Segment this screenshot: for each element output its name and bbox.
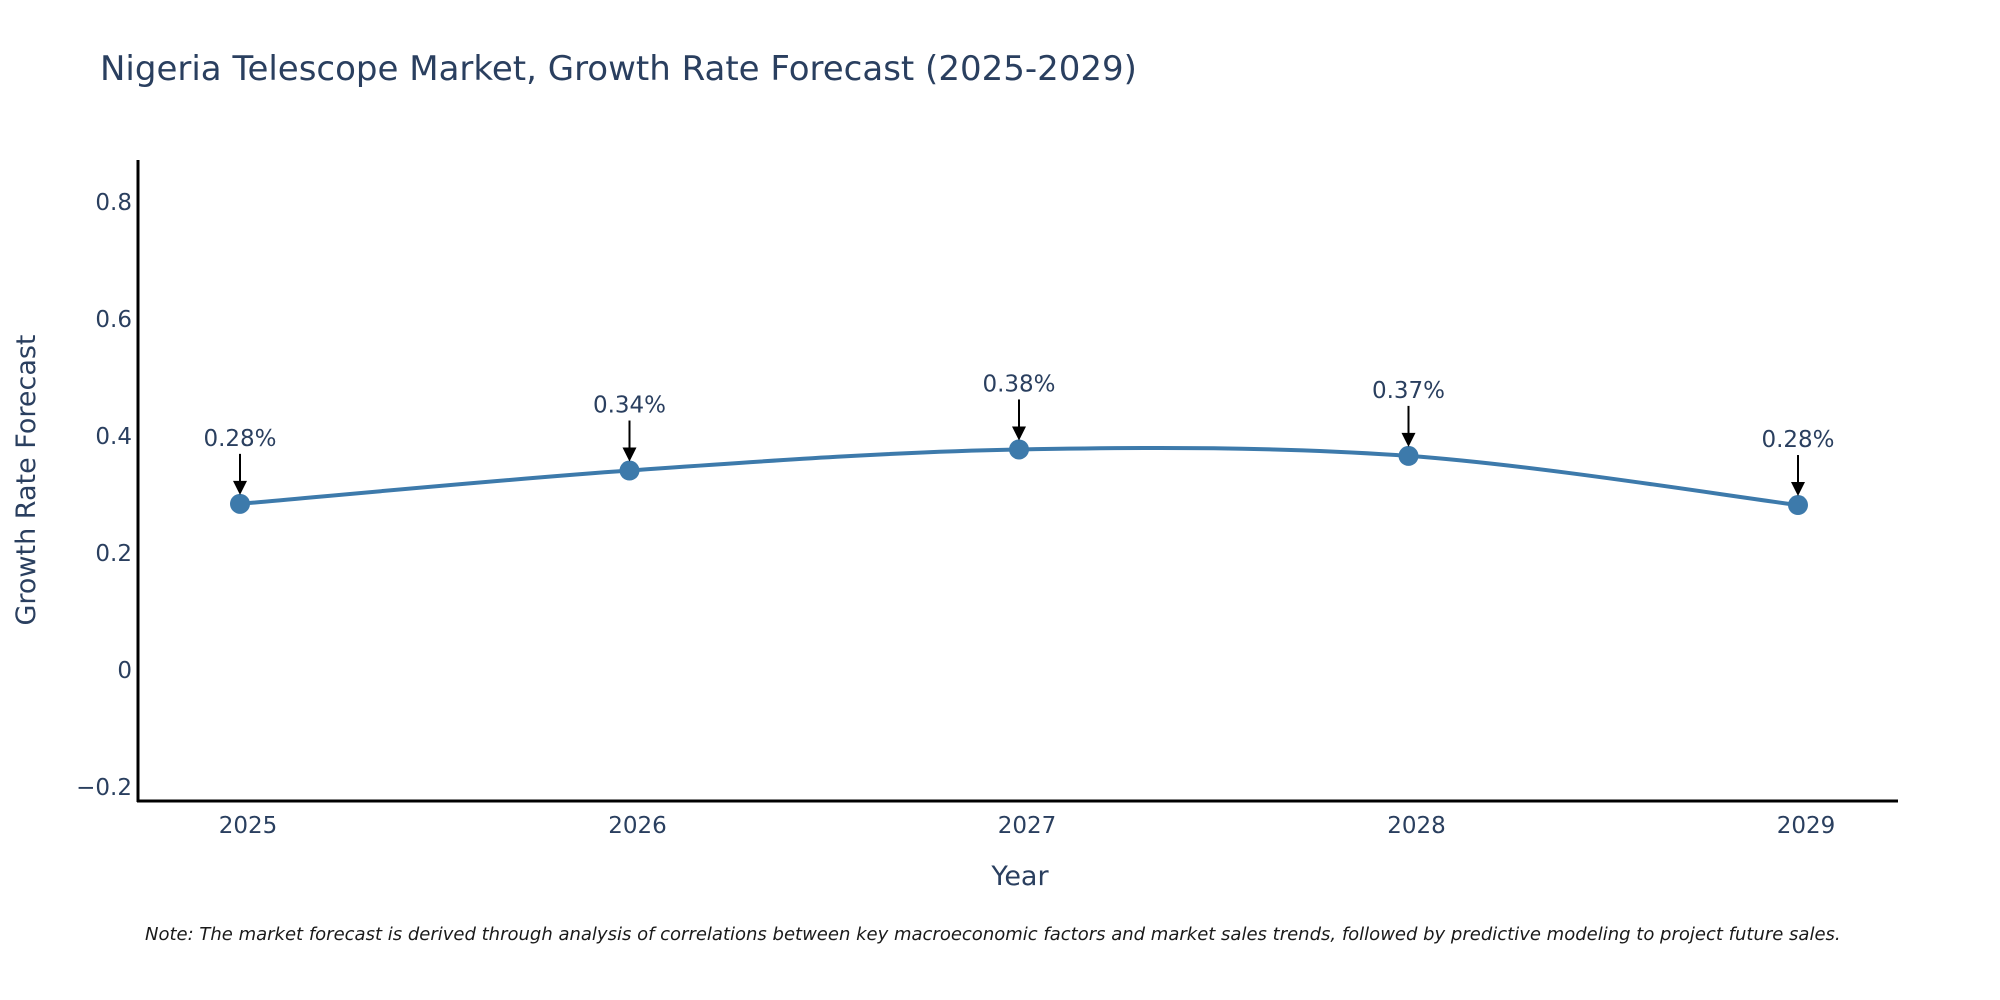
- data-point: [619, 460, 640, 481]
- annotation-arrowhead: [1791, 482, 1805, 497]
- data-label: 0.34%: [593, 393, 666, 419]
- y-tick-label: 0.4: [95, 424, 132, 450]
- footnote: Note: The market forecast is derived thr…: [145, 924, 1841, 945]
- x-tick-label: 2028: [1387, 813, 1446, 839]
- y-axis-title: Growth Rate Forecast: [11, 334, 42, 625]
- x-tick-label: 2026: [608, 813, 667, 839]
- annotation-arrowhead: [1012, 426, 1026, 441]
- data-label: 0.37%: [1372, 378, 1445, 404]
- data-point: [1009, 439, 1029, 460]
- annotation-arrowhead: [622, 447, 637, 462]
- data-point: [230, 493, 250, 514]
- y-tick-label: −0.2: [76, 775, 132, 801]
- data-point: [1398, 445, 1419, 466]
- data-label: 0.28%: [203, 426, 276, 452]
- x-tick-label: 2025: [219, 813, 278, 839]
- x-tick-label: 2029: [1777, 813, 1836, 839]
- data-label: 0.38%: [982, 371, 1055, 397]
- y-tick-label: 0.6: [95, 307, 132, 333]
- x-tick-labels: 2025 2026 2027 2028 2029: [219, 813, 1836, 839]
- series-layer: [230, 439, 1808, 516]
- annotation-layer: 0.28% 0.34% 0.38% 0.37% 0.28%: [203, 371, 1835, 497]
- y-tick-labels: −0.2 0 0.2 0.4 0.6 0.8: [76, 190, 132, 801]
- data-point: [1788, 495, 1808, 516]
- annotation-arrowhead: [233, 480, 247, 495]
- chart-title: Nigeria Telescope Market, Growth Rate Fo…: [100, 49, 1137, 89]
- y-tick-label: 0.2: [95, 541, 132, 567]
- y-tick-label: 0: [117, 658, 132, 684]
- y-tick-label: 0.8: [95, 190, 132, 216]
- annotation-arrowhead: [1401, 432, 1416, 447]
- x-tick-label: 2027: [998, 813, 1057, 839]
- data-label: 0.28%: [1761, 427, 1834, 453]
- x-axis-title: Year: [990, 861, 1049, 892]
